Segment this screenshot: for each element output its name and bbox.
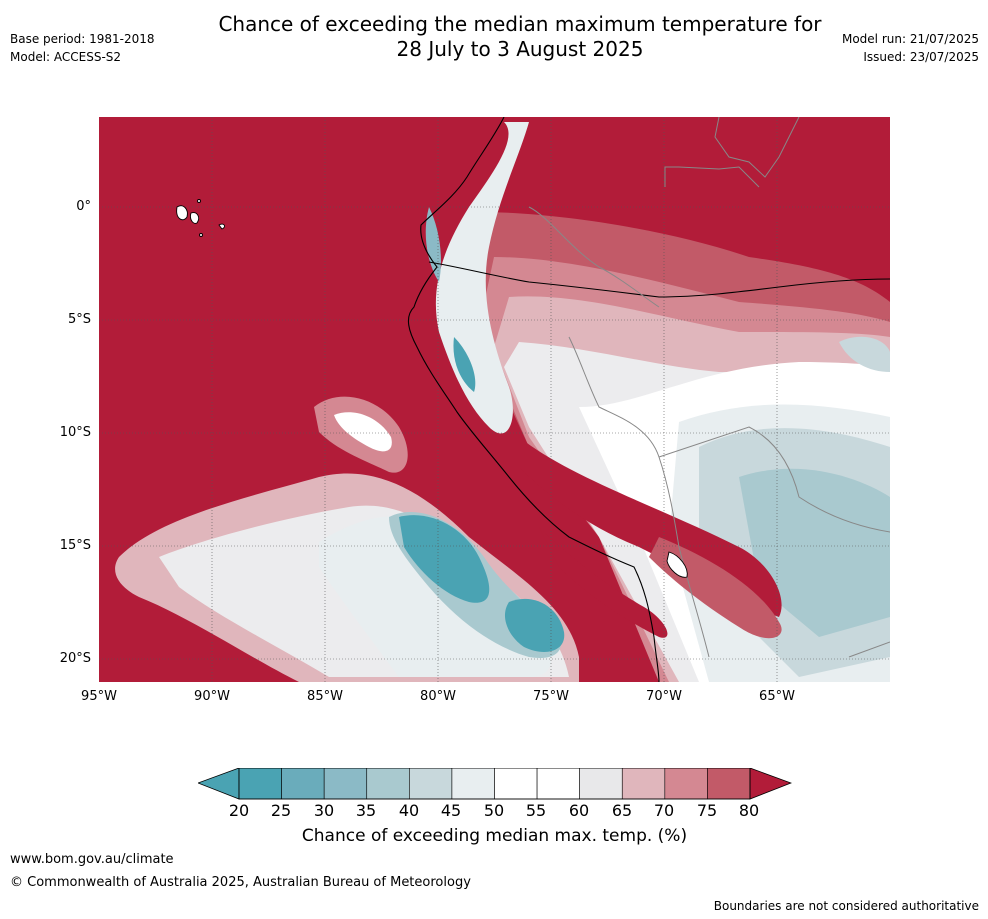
offshore-plume-north-inner	[334, 412, 392, 452]
colorbar-tick-60: 60	[568, 801, 590, 820]
lake-titicaca	[666, 551, 688, 578]
map-title: Chance of exceeding the median maximum t…	[150, 12, 890, 62]
lon-label-80w: 80°W	[420, 689, 456, 704]
model-run-text: Model run: 21/07/2025	[841, 32, 979, 46]
lon-label-90w: 90°W	[194, 689, 230, 704]
lat-label-10s: 10°S	[59, 425, 91, 440]
colorbar-cell	[664, 767, 708, 800]
coastal-cool-inner-2	[453, 337, 476, 392]
offshore-plume-south-25	[504, 598, 565, 652]
colorbar-tick-80: 80	[738, 801, 760, 820]
colorbar-cell	[579, 767, 623, 800]
title-line-1: Chance of exceeding the median maximum t…	[218, 12, 822, 36]
colorbar-cell	[366, 767, 410, 800]
lon-label-70w: 70°W	[646, 689, 682, 704]
colorbar-cell	[281, 767, 325, 800]
coastal-red-strip	[539, 527, 668, 638]
header-right: Model run: 21/07/2025 Issued: 23/07/2025	[842, 30, 979, 66]
lat-label-15s: 15°S	[59, 538, 91, 553]
lon-label-85w: 85°W	[307, 689, 343, 704]
footer-url[interactable]: www.bom.gov.au/climate	[10, 852, 174, 867]
colorbar-cell	[323, 767, 368, 800]
lon-label-95w: 95°W	[81, 689, 117, 704]
national-borders	[528, 117, 890, 658]
footer-copyright: © Commonwealth of Australia 2025, Austra…	[10, 875, 471, 890]
offshore-plume-main-25	[399, 515, 490, 603]
colorbar-tick-20: 20	[228, 801, 250, 820]
colorbar-cell	[621, 767, 666, 800]
footer-boundaries-note: Boundaries are not considered authoritat…	[713, 899, 979, 913]
colorbar-tick-30: 30	[313, 801, 335, 820]
colorbar-cell	[707, 767, 751, 800]
map-panel	[99, 117, 890, 682]
colorbar-tick-40: 40	[398, 801, 420, 820]
colorbar-label: Chance of exceeding median max. temp. (%…	[301, 826, 688, 846]
header-left: Base period: 1981-2018 Model: ACCESS-S2	[10, 30, 155, 66]
colorbar-tick-70: 70	[653, 801, 675, 820]
colorbar-tick-55: 55	[525, 801, 547, 820]
model-text: Model: ACCESS-S2	[10, 50, 122, 64]
colorbar-tick-45: 45	[440, 801, 462, 820]
colorbar-cell	[494, 767, 538, 800]
colorbar-over-arrow	[749, 767, 793, 800]
map-grid	[99, 117, 890, 682]
colorbar-cell	[238, 767, 282, 800]
colorbar	[196, 767, 793, 804]
northern-right-cool-patch	[839, 336, 890, 372]
lat-label-5s: 5°S	[67, 312, 91, 327]
base-period-text: Base period: 1981-2018	[10, 32, 155, 46]
lon-label-65w: 65°W	[759, 689, 795, 704]
coastline	[407, 117, 660, 682]
colorbar-tick-50: 50	[483, 801, 505, 820]
colorbar-cells	[238, 767, 751, 800]
amazon-river	[428, 261, 890, 298]
colorbar-tick-25: 25	[270, 801, 292, 820]
issued-text: Issued: 23/07/2025	[863, 50, 979, 64]
colorbar-cell	[451, 767, 495, 800]
lat-label-0: 0°	[76, 199, 91, 214]
colorbar-tick-35: 35	[355, 801, 377, 820]
colorbar-tick-65: 65	[611, 801, 633, 820]
colorbar-cell	[409, 767, 453, 800]
colorbar-cell	[536, 767, 580, 800]
colorbar-under-arrow	[196, 767, 240, 800]
galapagos-islands	[176, 199, 226, 237]
map-canvas	[99, 117, 890, 682]
lon-label-75w: 75°W	[533, 689, 569, 704]
lat-label-20s: 20°S	[59, 651, 91, 666]
colorbar-frame	[238, 767, 751, 800]
colorbar-tick-75: 75	[696, 801, 718, 820]
colorbar-svg	[196, 767, 793, 800]
title-line-2: 28 July to 3 August 2025	[396, 37, 644, 61]
